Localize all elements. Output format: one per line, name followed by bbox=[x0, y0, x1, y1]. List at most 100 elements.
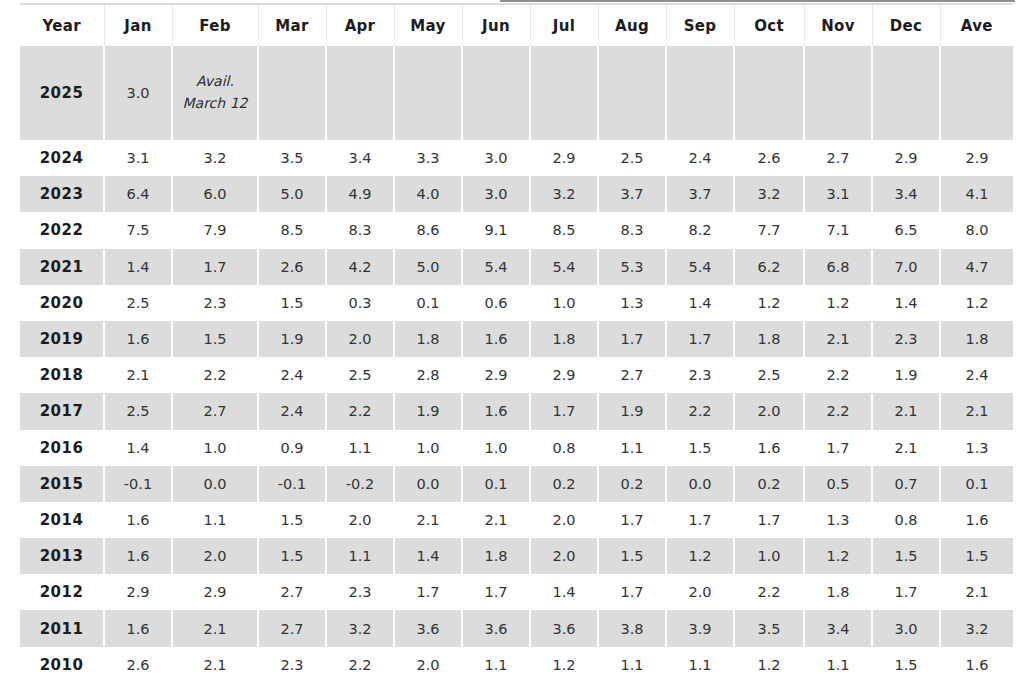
year-cell: 2022 bbox=[20, 212, 104, 248]
value-cell: 0.8 bbox=[530, 430, 598, 466]
value-cell: 8.0 bbox=[940, 212, 1013, 248]
value-cell: 6.5 bbox=[872, 212, 940, 248]
value-cell: 3.0 bbox=[104, 46, 172, 140]
value-cell: 2.1 bbox=[394, 502, 462, 538]
value-cell: 1.7 bbox=[530, 393, 598, 429]
value-cell: 2.1 bbox=[940, 393, 1013, 429]
value-cell: 3.8 bbox=[598, 610, 666, 646]
value-cell: 4.7 bbox=[940, 249, 1013, 285]
value-cell: 3.2 bbox=[940, 610, 1013, 646]
table-row-2024: 20243.13.23.53.43.33.02.92.52.42.62.72.9… bbox=[20, 140, 1013, 176]
table-row-2010: 20102.62.12.32.22.01.11.21.11.11.21.11.5… bbox=[20, 647, 1013, 682]
month-column-header: May bbox=[394, 4, 462, 46]
value-cell: 2.0 bbox=[530, 502, 598, 538]
value-cell: 1.6 bbox=[104, 502, 172, 538]
value-cell: 3.7 bbox=[666, 176, 734, 212]
value-cell: 2.4 bbox=[258, 393, 326, 429]
value-cell: 2.3 bbox=[172, 285, 258, 321]
value-cell: 1.3 bbox=[598, 285, 666, 321]
value-cell: 9.1 bbox=[462, 212, 530, 248]
value-cell: 3.2 bbox=[530, 176, 598, 212]
value-cell: 2.1 bbox=[462, 502, 530, 538]
value-cell bbox=[666, 46, 734, 140]
value-cell: 1.9 bbox=[258, 321, 326, 357]
month-column-header: Jul bbox=[530, 4, 598, 46]
inflation-table-page: YearJanFebMarAprMayJunJulAugSepOctNovDec… bbox=[0, 0, 1024, 682]
value-cell: 1.1 bbox=[326, 538, 394, 574]
table-body: 20253.0Avail. March 1220243.13.23.53.43.… bbox=[20, 46, 1013, 682]
value-cell: 1.1 bbox=[462, 647, 530, 682]
value-cell: 1.8 bbox=[530, 321, 598, 357]
year-cell: 2011 bbox=[20, 610, 104, 646]
year-cell: 2025 bbox=[20, 46, 104, 140]
value-cell: 1.5 bbox=[940, 538, 1013, 574]
value-cell: -0.1 bbox=[104, 466, 172, 502]
value-cell: 1.6 bbox=[104, 538, 172, 574]
value-cell: 2.2 bbox=[326, 647, 394, 682]
value-cell: 1.6 bbox=[734, 430, 804, 466]
value-cell: 2.1 bbox=[804, 321, 872, 357]
month-column-header: Feb bbox=[172, 4, 258, 46]
value-cell: 2.3 bbox=[258, 647, 326, 682]
table-row-2014: 20141.61.11.52.02.12.12.01.71.71.71.30.8… bbox=[20, 502, 1013, 538]
value-cell: 7.0 bbox=[872, 249, 940, 285]
value-cell: 0.3 bbox=[326, 285, 394, 321]
value-cell: 1.7 bbox=[172, 249, 258, 285]
value-cell: 1.5 bbox=[172, 321, 258, 357]
value-cell: 1.7 bbox=[462, 574, 530, 610]
value-cell: 0.6 bbox=[462, 285, 530, 321]
value-cell bbox=[804, 46, 872, 140]
value-cell: 1.7 bbox=[598, 574, 666, 610]
table-row-2019: 20191.61.51.92.01.81.61.81.71.71.82.12.3… bbox=[20, 321, 1013, 357]
value-cell: 1.5 bbox=[598, 538, 666, 574]
value-cell: 1.9 bbox=[872, 357, 940, 393]
value-cell: 1.1 bbox=[666, 647, 734, 682]
value-cell bbox=[734, 46, 804, 140]
value-cell: 3.4 bbox=[872, 176, 940, 212]
table-row-2013: 20131.62.01.51.11.41.82.01.51.21.01.21.5… bbox=[20, 538, 1013, 574]
value-cell: 1.9 bbox=[394, 393, 462, 429]
value-cell: 5.3 bbox=[598, 249, 666, 285]
value-cell: 2.2 bbox=[804, 393, 872, 429]
month-column-header: Ave bbox=[940, 4, 1013, 46]
value-cell: 2.8 bbox=[394, 357, 462, 393]
value-cell: 6.8 bbox=[804, 249, 872, 285]
value-cell: 4.2 bbox=[326, 249, 394, 285]
value-cell: 1.7 bbox=[734, 502, 804, 538]
value-cell: 5.4 bbox=[462, 249, 530, 285]
year-cell: 2016 bbox=[20, 430, 104, 466]
month-column-header: Oct bbox=[734, 4, 804, 46]
value-cell: 1.0 bbox=[394, 430, 462, 466]
month-column-header: Jan bbox=[104, 4, 172, 46]
value-cell: 3.7 bbox=[598, 176, 666, 212]
value-cell: 2.7 bbox=[598, 357, 666, 393]
value-cell: 3.0 bbox=[872, 610, 940, 646]
value-cell: 3.1 bbox=[104, 140, 172, 176]
value-cell: 1.6 bbox=[104, 610, 172, 646]
year-cell: 2019 bbox=[20, 321, 104, 357]
value-cell: 2.1 bbox=[940, 574, 1013, 610]
value-cell: -0.2 bbox=[326, 466, 394, 502]
value-cell: 3.5 bbox=[258, 140, 326, 176]
value-cell: 0.0 bbox=[394, 466, 462, 502]
value-cell: 1.2 bbox=[734, 285, 804, 321]
value-cell: 2.5 bbox=[326, 357, 394, 393]
value-cell: 2.6 bbox=[104, 647, 172, 682]
value-cell: 2.9 bbox=[530, 357, 598, 393]
month-column-header: Aug bbox=[598, 4, 666, 46]
value-cell: 7.9 bbox=[172, 212, 258, 248]
value-cell: 2.3 bbox=[666, 357, 734, 393]
value-cell: 4.1 bbox=[940, 176, 1013, 212]
value-cell: 4.0 bbox=[394, 176, 462, 212]
value-cell: 2.6 bbox=[258, 249, 326, 285]
table-row-2023: 20236.46.05.04.94.03.03.23.73.73.23.13.4… bbox=[20, 176, 1013, 212]
value-cell: 2.3 bbox=[872, 321, 940, 357]
value-cell: 8.2 bbox=[666, 212, 734, 248]
value-cell: 5.4 bbox=[666, 249, 734, 285]
value-cell: 5.0 bbox=[394, 249, 462, 285]
table-row-2020: 20202.52.31.50.30.10.61.01.31.41.21.21.4… bbox=[20, 285, 1013, 321]
value-cell: 1.2 bbox=[804, 285, 872, 321]
value-cell: 2.4 bbox=[940, 357, 1013, 393]
value-cell: 2.2 bbox=[804, 357, 872, 393]
value-cell: 8.5 bbox=[530, 212, 598, 248]
